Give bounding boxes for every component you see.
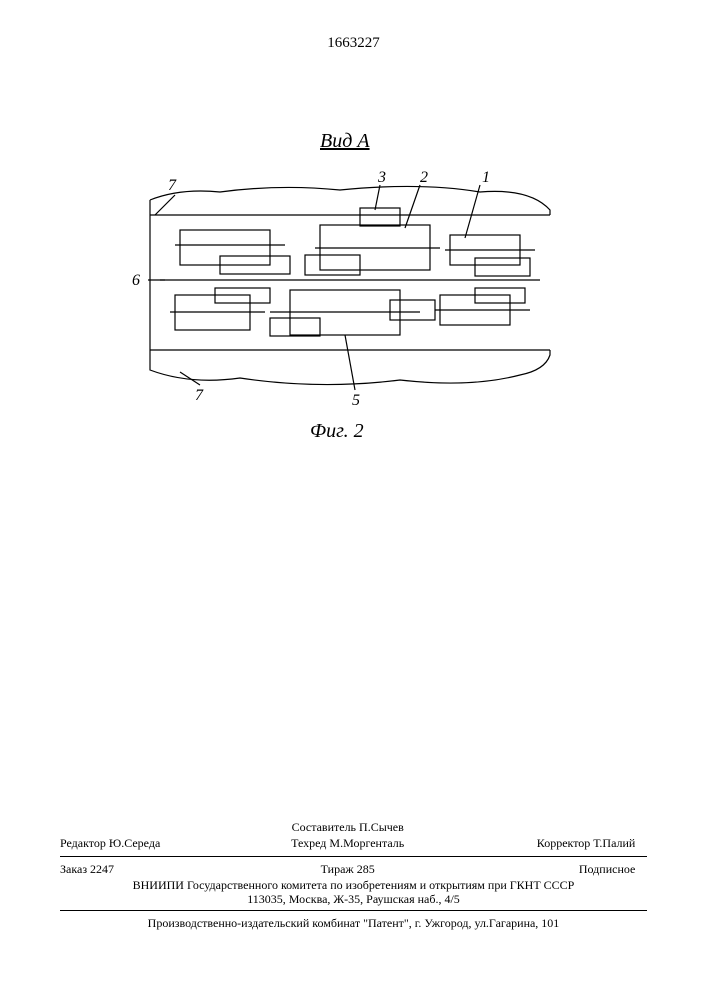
address-line: 113035, Москва, Ж-35, Раушская наб., 4/5 [60,892,647,907]
divider-2 [60,910,647,911]
callout-7a: 7 [168,177,177,194]
footer-credits-line: Редактор Ю.Середа Техред М.Моргенталь Ко… [60,836,647,851]
callout-3: 3 [377,169,386,186]
compiler: Составитель П.Сычев [251,820,445,835]
figure-label: Фиг. 2 [310,420,364,443]
editor: Редактор Ю.Середа [60,836,248,851]
callout-7b: 7 [195,387,204,404]
order: Заказ 2247 [60,862,248,877]
page-number: 1663227 [0,35,707,52]
callout-6: 6 [132,272,140,289]
techred: Техред М.Моргенталь [251,836,445,851]
footer-compiler-line: Составитель П.Сычев [60,820,647,835]
subscription: Подписное [448,862,636,877]
corrector: Корректор Т.Палий [448,836,636,851]
callout-1: 1 [482,169,490,186]
divider-1 [60,856,647,857]
figure: Вид А Фиг. 2 [120,130,580,450]
circulation: Тираж 285 [251,862,445,877]
org-line: ВНИИПИ Государственного комитета по изоб… [60,878,647,893]
view-label: Вид А [320,130,370,153]
publisher-line: Производственно-издательский комбинат "П… [60,916,647,931]
footer-order-line: Заказ 2247 Тираж 285 Подписное [60,862,647,877]
callout-2: 2 [420,169,428,186]
callout-5: 5 [352,392,360,409]
